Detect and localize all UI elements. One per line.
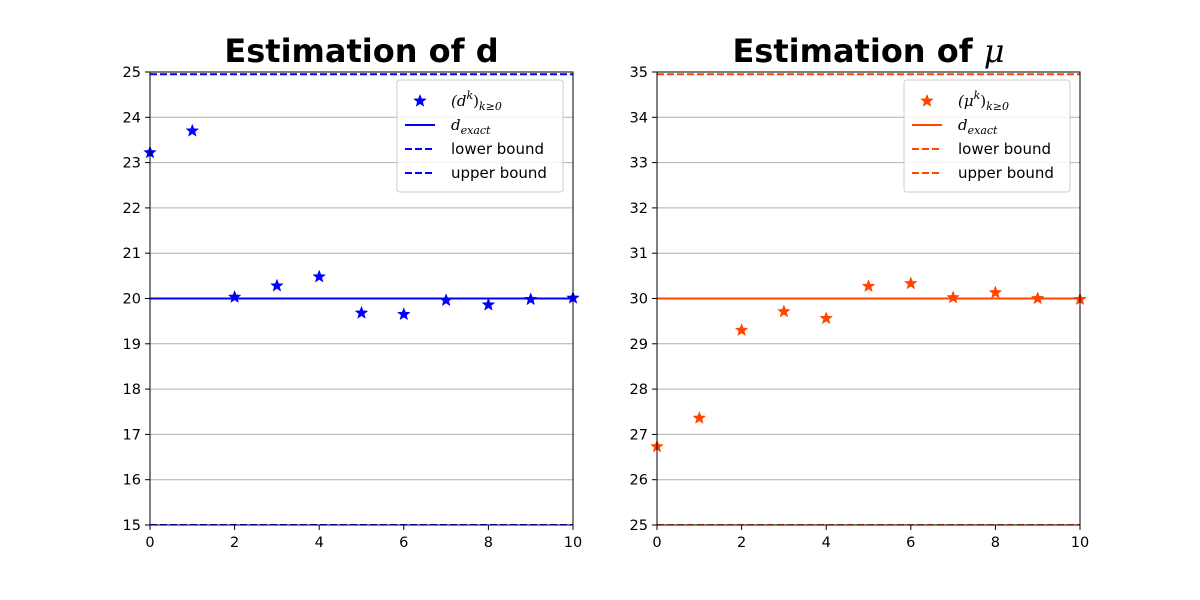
chart0-x-tick-label: 10: [564, 535, 582, 551]
chart0-point-7: [439, 293, 453, 307]
chart0-legend-label: (dk)k≥0: [451, 89, 502, 113]
chart0-y-tick-label: 22: [123, 201, 141, 217]
chart1-y-tick-label: 32: [630, 201, 648, 217]
chart1-legend-marker: [920, 93, 934, 107]
chart0-x-tick-label: 4: [315, 535, 324, 551]
chart0-legend: (dk)k≥0 dexact lower bound upper bound: [396, 79, 564, 193]
chart1-point-6: [903, 276, 918, 290]
chart0-y-tick-label: 19: [123, 337, 141, 353]
chart1-y-tick-label: 34: [630, 110, 648, 126]
chart0-y-tick-label: 25: [123, 65, 141, 81]
chart0-y-tick-label: 18: [123, 382, 141, 398]
chart1-y-tick-label: 30: [630, 292, 648, 308]
chart0-y-tick-label: 16: [123, 473, 141, 489]
chart0-point-1: [185, 123, 200, 137]
chart0-point-2: [227, 289, 242, 303]
chart-estimation-mu: 0 2 4 6 8 10 25 26 27 28 29 30 31 32 33 34 35 Estimation …: [630, 32, 1090, 551]
chart0-point-3: [270, 278, 284, 292]
chart0-y-tick-label: 21: [123, 246, 141, 262]
chart1-legend-label: lower bound: [958, 140, 1051, 158]
chart0-point-4: [312, 269, 327, 283]
chart0-x-tick-label: 2: [230, 535, 239, 551]
chart1-x-tick-label: 4: [822, 535, 831, 551]
chart1-y-tick-label: 25: [630, 518, 648, 534]
chart0-x-tick-label: 6: [399, 535, 408, 551]
chart1-y-tick-label: 31: [630, 246, 648, 262]
chart1-point-9: [1030, 291, 1045, 305]
chart0-point-5: [354, 305, 369, 319]
chart1-y-tick-label: 35: [630, 65, 648, 81]
chart0-legend-label: lower bound: [451, 140, 544, 158]
chart1-x-tick-label: 6: [906, 535, 915, 551]
chart0-legend-label: upper bound: [451, 164, 547, 182]
chart0-x-tick-label: 8: [484, 535, 493, 551]
chart1-x-tick-label: 2: [737, 535, 746, 551]
chart1-y-tick-label: 27: [630, 427, 648, 443]
chart0-legend-label: dexact: [451, 116, 491, 137]
chart1-y-tick-label: 28: [630, 382, 648, 398]
chart1-point-7: [946, 290, 960, 304]
chart0-y-tick-label: 23: [123, 156, 141, 172]
chart0-legend-box: [396, 79, 564, 193]
chart0-y-tick-label: 15: [123, 518, 141, 534]
chart0-point-6: [396, 307, 411, 321]
chart1-point-8: [988, 285, 1003, 299]
chart1-x-tick-label: 0: [652, 535, 661, 551]
chart1-y-tick-label: 29: [630, 337, 648, 353]
chart1-point-2: [734, 322, 749, 337]
chart1-legend-label: dexact: [958, 116, 998, 137]
chart1-point-5: [861, 279, 876, 293]
chart0-point-9: [523, 292, 538, 306]
chart1-legend: (μk)k≥0 dexact lower bound upper bound: [903, 79, 1071, 193]
chart0-y-tick-label: 24: [123, 110, 141, 126]
chart1-x-tick-label: 10: [1071, 535, 1089, 551]
chart1-points: [650, 276, 1087, 453]
chart1-y-tick-label: 33: [630, 156, 648, 172]
chart1-point-4: [819, 311, 834, 325]
chart0-y-tick-label: 17: [123, 427, 141, 443]
chart1-title: Estimation of μ: [732, 32, 1004, 70]
chart1-x-tick-label: 8: [991, 535, 1000, 551]
chart0-title: Estimation of d: [224, 32, 498, 70]
chart0-y-tick-label: 20: [123, 292, 141, 308]
chart1-y-tick-label: 26: [630, 473, 648, 489]
chart-estimation-d: 0 2 4 6 8 101516171819202122232425Estimation …: [123, 32, 583, 551]
chart1-point-1: [692, 410, 707, 424]
chart1-point-3: [777, 304, 791, 318]
chart1-legend-label: (μk)k≥0: [958, 89, 1009, 113]
chart0-point-8: [481, 297, 496, 311]
chart1-legend-label: upper bound: [958, 164, 1054, 182]
chart0-legend-marker: [413, 93, 427, 107]
chart0-x-tick-label: 0: [145, 535, 154, 551]
chart1-legend-box: [903, 79, 1071, 193]
